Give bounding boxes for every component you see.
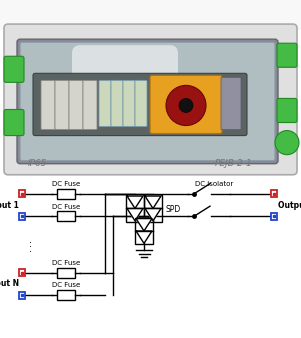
- Bar: [19, 213, 25, 220]
- Bar: [57, 290, 75, 300]
- FancyBboxPatch shape: [277, 43, 297, 67]
- FancyBboxPatch shape: [99, 80, 111, 126]
- Circle shape: [275, 130, 299, 155]
- Text: Output 1: Output 1: [278, 200, 301, 210]
- Text: .: .: [29, 240, 32, 249]
- FancyBboxPatch shape: [83, 80, 97, 129]
- FancyBboxPatch shape: [20, 42, 275, 161]
- FancyBboxPatch shape: [4, 56, 24, 82]
- FancyBboxPatch shape: [33, 73, 247, 136]
- Bar: [271, 213, 277, 220]
- Bar: [144, 195, 162, 222]
- Polygon shape: [127, 209, 143, 221]
- FancyBboxPatch shape: [135, 80, 147, 126]
- Polygon shape: [145, 196, 161, 209]
- FancyBboxPatch shape: [111, 80, 123, 126]
- Bar: [57, 189, 75, 199]
- Bar: [57, 268, 75, 278]
- FancyBboxPatch shape: [123, 80, 135, 126]
- Text: DC Isolator: DC Isolator: [195, 181, 233, 187]
- Circle shape: [166, 86, 206, 125]
- Text: DC Fuse: DC Fuse: [52, 203, 80, 210]
- Text: DC Fuse: DC Fuse: [52, 260, 80, 266]
- Bar: [0, 0, 301, 30]
- Bar: [135, 217, 153, 244]
- Text: .: .: [29, 235, 32, 245]
- Polygon shape: [127, 196, 143, 209]
- Text: .: .: [29, 244, 32, 254]
- Text: DC Fuse: DC Fuse: [52, 283, 80, 288]
- Text: PEJB-2-1: PEJB-2-1: [215, 159, 253, 168]
- FancyBboxPatch shape: [41, 80, 55, 129]
- Text: Input 1: Input 1: [0, 200, 19, 210]
- Bar: [126, 195, 144, 222]
- FancyBboxPatch shape: [277, 98, 297, 123]
- Bar: [271, 190, 277, 197]
- Bar: [19, 269, 25, 276]
- Polygon shape: [136, 219, 152, 231]
- FancyBboxPatch shape: [221, 77, 241, 129]
- Text: SPD: SPD: [165, 205, 180, 214]
- FancyBboxPatch shape: [17, 39, 278, 164]
- FancyBboxPatch shape: [69, 80, 83, 129]
- Bar: [19, 190, 25, 197]
- Bar: [57, 211, 75, 221]
- FancyBboxPatch shape: [72, 45, 178, 103]
- Text: DC Fuse: DC Fuse: [52, 181, 80, 187]
- FancyBboxPatch shape: [4, 110, 24, 136]
- Bar: [19, 292, 25, 298]
- Text: IP65: IP65: [28, 159, 48, 168]
- FancyBboxPatch shape: [55, 80, 69, 129]
- Circle shape: [179, 98, 193, 113]
- FancyBboxPatch shape: [4, 24, 297, 175]
- Polygon shape: [145, 209, 161, 221]
- Text: Input N: Input N: [0, 280, 19, 288]
- Polygon shape: [136, 231, 152, 243]
- FancyBboxPatch shape: [150, 75, 222, 134]
